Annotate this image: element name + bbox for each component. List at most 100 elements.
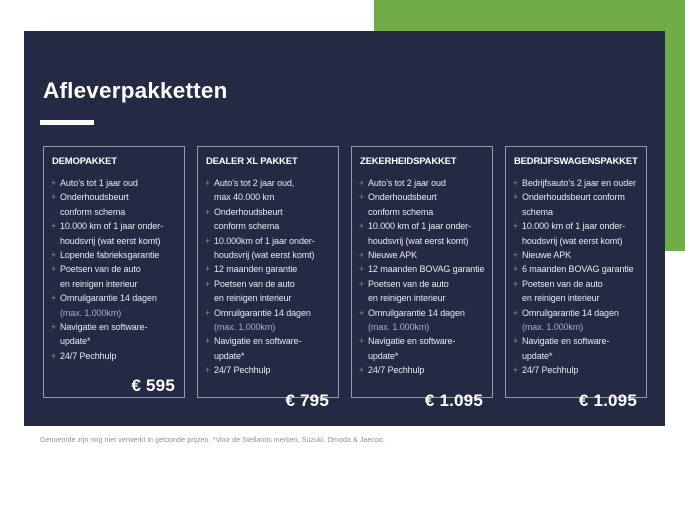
package-card-dealer-xl: DEALER XL PAKKET + Auto’s tot 2 jaar oud… xyxy=(197,146,339,410)
title-underline xyxy=(40,120,94,125)
package-cards: DEMOPAKKET + Auto’s tot 1 jaar oud + Ond… xyxy=(43,146,647,410)
card-title: DEALER XL PAKKET xyxy=(206,156,298,167)
plus-icon: + xyxy=(205,307,211,318)
plus-icon: + xyxy=(513,221,519,232)
plus-icon: + xyxy=(51,250,57,261)
plus-icon: + xyxy=(513,192,519,203)
feature-item: + Navigatie en software-update* xyxy=(51,320,177,349)
plus-icon: + xyxy=(513,307,519,318)
feature-text: Onderhoudsbeurt conform schema xyxy=(522,192,625,217)
feature-item: + Onderhoudsbeurt conform schema xyxy=(513,190,639,219)
plus-icon: + xyxy=(51,293,57,304)
feature-item: + Nieuwe APK xyxy=(513,248,639,262)
card-title: ZEKERHEIDSPAKKET xyxy=(360,156,457,167)
plus-icon: + xyxy=(359,178,365,188)
plus-icon: + xyxy=(205,235,211,246)
plus-icon: + xyxy=(359,221,365,232)
plus-icon: + xyxy=(51,264,57,275)
feature-text: Omruilgarantie 14 dagen (max. 1.000km) xyxy=(368,306,465,335)
feature-item: + Bedrijfsauto’s 2 jaar en ouder xyxy=(513,176,639,190)
feature-text: Poetsen van de auto en reinigen interieu… xyxy=(368,278,449,304)
plus-icon: + xyxy=(513,250,519,261)
feature-text: Bedrijfsauto’s 2 jaar en ouder xyxy=(522,178,636,188)
plus-icon: + xyxy=(513,336,519,347)
feature-text: 10.000 km of 1 jaar onder- houdsvrij (wa… xyxy=(522,221,625,246)
feature-note: (max. 1.000km) xyxy=(368,322,430,333)
package-card-demopakket: DEMOPAKKET + Auto’s tot 1 jaar oud + Ond… xyxy=(43,146,185,398)
plus-icon: + xyxy=(359,307,365,318)
plus-icon: + xyxy=(205,178,211,188)
plus-icon: + xyxy=(513,365,519,376)
feature-item: + 10.000 km of 1 jaar onder- houdsvrij (… xyxy=(513,219,639,248)
feature-item: + Navigatie en software-update* xyxy=(205,334,331,363)
feature-item: + Onderhoudsbeurt conform schema xyxy=(205,205,331,234)
feature-item: + 24/7 Pechhulp xyxy=(51,349,177,363)
plus-icon: + xyxy=(359,264,365,275)
card-title: BEDRIJFSWAGENSPAKKET xyxy=(514,156,638,167)
feature-text: Nieuwe APK xyxy=(522,250,572,261)
feature-item: + Onderhoudsbeurt conform schema xyxy=(359,190,485,219)
feature-text: 10.000km of 1 jaar onder- houdsvrij (wat… xyxy=(214,235,315,261)
feature-text: Nieuwe APK xyxy=(368,250,418,261)
feature-text: Omruilgarantie 14 dagen (max. 1.000km) xyxy=(522,306,619,335)
feature-text: Navigatie en software-update* xyxy=(60,322,148,347)
feature-list: + Auto’s tot 1 jaar oud + Onderhoudsbeur… xyxy=(51,176,177,363)
feature-text: 12 maanden BOVAG garantie xyxy=(368,264,485,275)
feature-text: Onderhoudsbeurt conform schema xyxy=(60,192,129,217)
feature-item: + 6 maanden BOVAG garantie xyxy=(513,262,639,276)
feature-item: + Omruilgarantie 14 dagen (max. 1.000km) xyxy=(51,291,177,320)
feature-text: Auto’s tot 2 jaar oud, max 40.000 km xyxy=(214,178,295,203)
feature-item: + Nieuwe APK xyxy=(359,248,485,262)
feature-item: + Auto’s tot 1 jaar oud xyxy=(51,176,177,190)
feature-text: Omruilgarantie 14 dagen (max. 1.000km) xyxy=(214,306,311,335)
feature-item: + Auto’s tot 2 jaar oud xyxy=(359,176,485,190)
feature-item: + Omruilgarantie 14 dagen (max. 1.000km) xyxy=(359,306,485,335)
plus-icon: + xyxy=(51,178,57,188)
plus-icon: + xyxy=(359,278,365,289)
plus-icon: + xyxy=(51,350,57,361)
feature-text: Lopende fabrieksgarantie xyxy=(60,250,160,261)
plus-icon: + xyxy=(513,264,519,275)
feature-text: 24/7 Pechhulp xyxy=(214,365,271,376)
feature-text-main: Omruilgarantie 14 dagen xyxy=(214,307,311,318)
feature-item: + Omruilgarantie 14 dagen (max. 1.000km) xyxy=(513,306,639,335)
feature-list: + Auto’s tot 2 jaar oud + Onderhoudsbeur… xyxy=(359,176,485,378)
package-card-bedrijfswagenspakket: BEDRIJFSWAGENSPAKKET + Bedrijfsauto’s 2 … xyxy=(505,146,647,410)
plus-icon: + xyxy=(359,192,365,203)
price-label: € 795 xyxy=(285,390,329,410)
feature-text: 12 maanden garantie xyxy=(214,264,298,275)
price-label: € 1.095 xyxy=(578,390,637,410)
feature-item: + Lopende fabrieksgarantie xyxy=(51,248,177,262)
feature-text-main: Omruilgarantie 14 dagen xyxy=(368,307,465,318)
feature-text: Poetsen van de auto en reinigen interieu… xyxy=(522,278,603,304)
feature-item: + Omruilgarantie 14 dagen (max. 1.000km) xyxy=(205,306,331,335)
feature-text: Poetsen van de auto en reinigen interieu… xyxy=(60,264,141,289)
feature-item: + Navigatie en software-update* xyxy=(513,334,639,363)
feature-text: 24/7 Pechhulp xyxy=(60,350,117,361)
plus-icon: + xyxy=(359,365,365,376)
plus-icon: + xyxy=(205,278,211,289)
plus-icon: + xyxy=(359,250,365,261)
price-label: € 1.095 xyxy=(424,390,483,410)
feature-item: + Auto’s tot 2 jaar oud, max 40.000 km xyxy=(205,176,331,205)
plus-icon: + xyxy=(51,322,57,333)
plus-icon: + xyxy=(205,206,211,217)
feature-text: Omruilgarantie 14 dagen (max. 1.000km) xyxy=(60,291,157,320)
feature-text-main: Omruilgarantie 14 dagen xyxy=(60,293,157,304)
feature-list: + Bedrijfsauto’s 2 jaar en ouder + Onder… xyxy=(513,176,639,378)
feature-text: Poetsen van de auto en reinigen interieu… xyxy=(214,278,295,304)
feature-note: (max. 1.000km) xyxy=(522,322,584,333)
feature-text: Navigatie en software-update* xyxy=(522,336,610,361)
feature-note: (max. 1.000km) xyxy=(60,307,122,318)
feature-text: 24/7 Pechhulp xyxy=(368,365,425,376)
feature-text: Onderhoudsbeurt conform schema xyxy=(368,192,437,217)
main-panel: Afleverpakketten DEMOPAKKET + Auto’s tot… xyxy=(24,31,665,426)
feature-text: 10.000 km of 1 jaar onder- houdsvrij (wa… xyxy=(368,221,471,246)
feature-item: + Poetsen van de auto en reinigen interi… xyxy=(513,277,639,306)
feature-text: Onderhoudsbeurt conform schema xyxy=(214,206,283,232)
page-title: Afleverpakketten xyxy=(43,78,228,103)
feature-item: + 12 maanden garantie xyxy=(205,262,331,276)
feature-text: 10.000 km of 1 jaar onder- houdsvrij (wa… xyxy=(60,221,163,246)
plus-icon: + xyxy=(51,221,57,232)
plus-icon: + xyxy=(513,178,519,188)
